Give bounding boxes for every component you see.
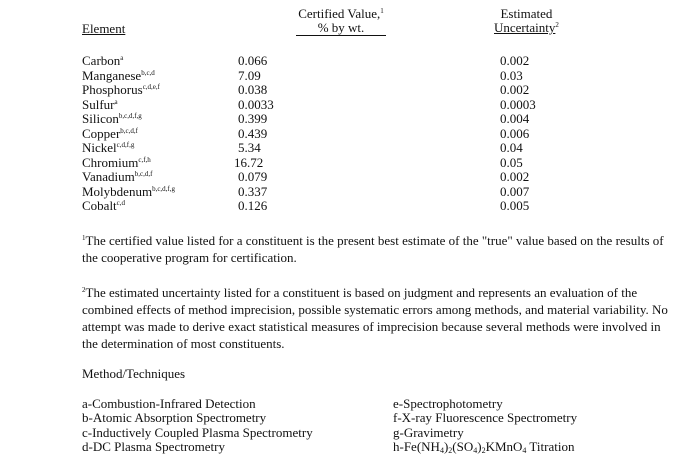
header-certified-line2: % by wt. [296, 21, 386, 36]
element-label: Copper [82, 125, 121, 141]
certified-value: 0.126 [238, 198, 268, 213]
method-item: c-Inductively Coupled Plasma Spectrometr… [82, 424, 313, 440]
uncertainty-value: 0.0003 [500, 96, 536, 112]
method-refs: a [114, 97, 118, 106]
data-table: Carbona 0.066 0.002 Manganeseb,c,d 7.09 0.03 P… [82, 53, 677, 214]
table-row: Molybdenumb,c,d,f,g 0.337 0.007 [82, 183, 677, 200]
element-name: Phosphorusc,d,e,f [82, 82, 238, 98]
table-row: Cobaltc,d 0.126 0.005 [82, 198, 677, 214]
element-name: Siliconb,c,d,f,g [82, 111, 238, 127]
certified-value: 16.72 [234, 154, 264, 170]
element-label: Chromium [82, 154, 139, 170]
element-name: Molybdenumb,c,d,f,g [82, 183, 238, 200]
table-row: Sulfura 0.0033 0.0003 [82, 96, 677, 113]
methods-title: Method/Techniques [82, 365, 186, 381]
element-name: Cobaltc,d [82, 198, 238, 214]
certified-value: 7.09 [238, 67, 261, 83]
element-label: Nickel [82, 140, 117, 155]
element-label: Manganese [82, 67, 142, 83]
method-item: a-Combustion-Infrared Detection [82, 395, 256, 411]
table-row: Chromiumc,f,h 16.72 0.05 [82, 154, 677, 171]
method-refs: c,d,f,g [116, 141, 135, 149]
method-refs: b,c,d [141, 68, 155, 77]
footnote-marker: 1 [82, 233, 86, 242]
element-label: Vanadium [82, 169, 135, 184]
certified-value: 0.079 [238, 169, 268, 184]
footnote-marker: 2 [82, 285, 86, 294]
element-label: Silicon [82, 111, 119, 126]
element-name: Copperb,c,d,f [82, 125, 238, 142]
certified-value: 0.0033 [238, 96, 274, 112]
method-item: d-DC Plasma Spectrometry [82, 439, 225, 454]
method-refs: b,c,d,f [120, 126, 138, 135]
method-item: h-Fe(NH4)2(SO4)2KMnO4 Titration [393, 439, 575, 455]
footnote-1: 1The certified value listed for a consti… [82, 232, 677, 266]
certified-value: 0.337 [238, 183, 268, 199]
header-certified-line1: Certified Value, [298, 6, 381, 21]
method-refs: b,c,d,f,g [118, 112, 142, 120]
header-uncertainty: Estimated Uncertainty2 [494, 7, 559, 35]
element-name: Vanadiumb,c,d,f [82, 169, 238, 185]
uncertainty-value: 0.002 [500, 169, 530, 184]
certified-value: 5.34 [238, 140, 261, 155]
uncertainty-value: 0.005 [500, 198, 530, 213]
element-label: Carbon [82, 53, 121, 68]
footnote-ref: 2 [555, 21, 559, 29]
method-refs: c,d [116, 199, 126, 207]
element-name: Chromiumc,f,h [82, 154, 238, 171]
footnote-2: 2The estimated uncertainty listed for a … [82, 284, 677, 352]
uncertainty-value: 0.004 [500, 111, 530, 126]
certified-value: 0.399 [238, 111, 268, 126]
table-row: Vanadiumb,c,d,f 0.079 0.002 [82, 169, 677, 185]
uncertainty-value: 0.006 [500, 125, 530, 141]
method-refs: b,c,d,f,g [152, 184, 176, 193]
table-row: Carbona 0.066 0.002 [82, 53, 677, 69]
certified-value: 0.066 [238, 53, 268, 68]
element-name: Carbona [82, 53, 238, 69]
table-row: Nickelc,d,f,g 5.34 0.04 [82, 140, 677, 156]
element-label: Molybdenum [82, 183, 153, 199]
uncertainty-value: 0.05 [500, 154, 523, 170]
uncertainty-value: 0.007 [500, 183, 530, 199]
header-certified: Certified Value,1 % by wt. [296, 7, 386, 36]
footnote-ref: 1 [380, 7, 384, 15]
header-uncertainty-line2: Uncertainty [494, 20, 556, 35]
method-refs: a [120, 54, 124, 62]
method-item: b-Atomic Absorption Spectrometry [82, 410, 267, 425]
table-row: Copperb,c,d,f 0.439 0.006 [82, 125, 677, 142]
uncertainty-value: 0.04 [500, 140, 523, 155]
uncertainty-value: 0.002 [500, 53, 530, 68]
footnote-text: The estimated uncertainty listed for a c… [82, 284, 668, 351]
uncertainty-value: 0.002 [500, 82, 530, 97]
methods-list: a-Combustion-Infrared Detection b-Atomic … [82, 395, 677, 455]
method-item: f-X-ray Fluorescence Spectrometry [393, 410, 578, 425]
certified-value: 0.038 [238, 82, 268, 97]
method-refs: c,f,h [138, 155, 151, 164]
header-element: Element [82, 21, 126, 36]
method-refs: b,c,d,f [134, 170, 153, 178]
method-item: g-Gravimetry [393, 424, 464, 440]
header-uncertainty-line1: Estimated [500, 6, 553, 21]
certified-value: 0.439 [238, 125, 268, 141]
element-label: Cobalt [82, 198, 117, 213]
method-item: e-Spectrophotometry [393, 395, 503, 411]
footnote-text: The certified value listed for a constit… [82, 232, 664, 265]
table-row: Siliconb,c,d,f,g 0.399 0.004 [82, 111, 677, 127]
uncertainty-value: 0.03 [500, 67, 523, 83]
element-label: Phosphorus [82, 82, 143, 97]
table-row: Phosphorusc,d,e,f 0.038 0.002 [82, 82, 677, 98]
element-label: Sulfur [82, 96, 115, 112]
element-name: Nickelc,d,f,g [82, 140, 238, 156]
element-name: Manganeseb,c,d [82, 67, 238, 84]
document-body: Carbona 0.066 0.002 Manganeseb,c,d 7.09 0.03 P… [82, 53, 677, 455]
element-name: Sulfura [82, 96, 238, 113]
table-row: Manganeseb,c,d 7.09 0.03 [82, 67, 677, 84]
method-refs: c,d,e,f [142, 83, 160, 91]
